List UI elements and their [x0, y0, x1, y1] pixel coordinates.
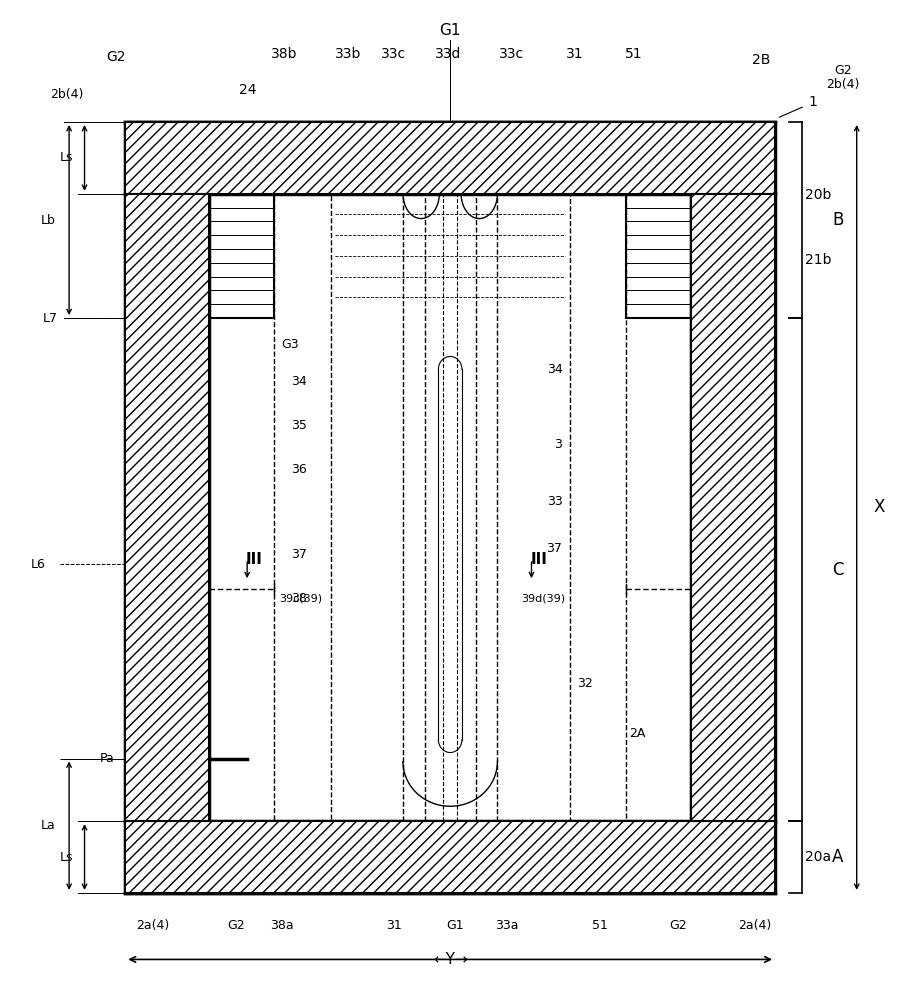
Text: 37: 37: [291, 548, 306, 561]
Text: G1: G1: [446, 919, 463, 932]
Text: 2b(4): 2b(4): [826, 78, 860, 91]
Text: X: X: [873, 498, 885, 516]
Text: 33: 33: [547, 495, 562, 508]
Bar: [274, 194, 331, 821]
Text: Lb: Lb: [40, 214, 56, 227]
Text: 36: 36: [291, 463, 306, 476]
Text: 33c: 33c: [499, 47, 524, 61]
Bar: [569, 194, 626, 821]
Text: 37: 37: [547, 542, 562, 555]
Text: 3: 3: [555, 438, 562, 451]
Bar: [125, 821, 775, 893]
Text: 31: 31: [567, 47, 584, 61]
Text: 2A: 2A: [629, 727, 645, 740]
Text: 20b: 20b: [805, 188, 832, 202]
Bar: [209, 194, 274, 318]
Text: III: III: [246, 552, 263, 567]
Text: Ls: Ls: [60, 151, 74, 164]
Text: 33c: 33c: [381, 47, 406, 61]
Text: G2: G2: [107, 50, 126, 64]
Text: G2: G2: [228, 919, 245, 932]
Text: B: B: [832, 211, 844, 229]
Text: G1: G1: [440, 23, 461, 38]
Text: 21b: 21b: [805, 253, 832, 267]
Text: 34: 34: [291, 375, 306, 388]
Text: 32: 32: [577, 677, 592, 690]
Text: G3: G3: [282, 338, 299, 351]
Text: 39c(39): 39c(39): [279, 594, 322, 604]
Text: 38a: 38a: [270, 919, 293, 932]
Text: G2: G2: [834, 64, 852, 77]
Bar: [125, 194, 209, 821]
Text: 33b: 33b: [335, 47, 361, 61]
Text: 2a(4): 2a(4): [136, 919, 169, 932]
Text: 39d(39): 39d(39): [521, 594, 565, 604]
Text: Pa: Pa: [100, 752, 114, 765]
Text: 2a(4): 2a(4): [739, 919, 771, 932]
Text: Ls: Ls: [60, 851, 74, 864]
Text: 20a: 20a: [805, 850, 831, 864]
Text: La: La: [41, 819, 56, 832]
Text: 51: 51: [592, 919, 608, 932]
Bar: [691, 194, 775, 821]
Text: 24: 24: [239, 83, 257, 97]
Text: 33d: 33d: [435, 47, 461, 61]
Text: 33a: 33a: [494, 919, 518, 932]
Bar: [125, 122, 775, 194]
Text: 1: 1: [809, 95, 817, 109]
Text: 35: 35: [291, 419, 306, 432]
Text: 38b: 38b: [271, 47, 298, 61]
Text: G2: G2: [669, 919, 686, 932]
Text: III: III: [530, 552, 547, 567]
Text: ←Y→: ←Y→: [433, 952, 468, 967]
Bar: [626, 194, 691, 318]
Text: 38: 38: [291, 592, 306, 605]
Text: A: A: [832, 848, 844, 866]
Text: 51: 51: [625, 47, 643, 61]
Text: 34: 34: [547, 363, 562, 376]
Text: 2b(4): 2b(4): [49, 88, 83, 101]
Text: C: C: [832, 561, 844, 579]
Text: 31: 31: [386, 919, 402, 932]
Bar: [125, 122, 775, 893]
Text: 2B: 2B: [752, 53, 771, 67]
Text: L7: L7: [42, 312, 58, 325]
Text: L6: L6: [30, 558, 46, 571]
